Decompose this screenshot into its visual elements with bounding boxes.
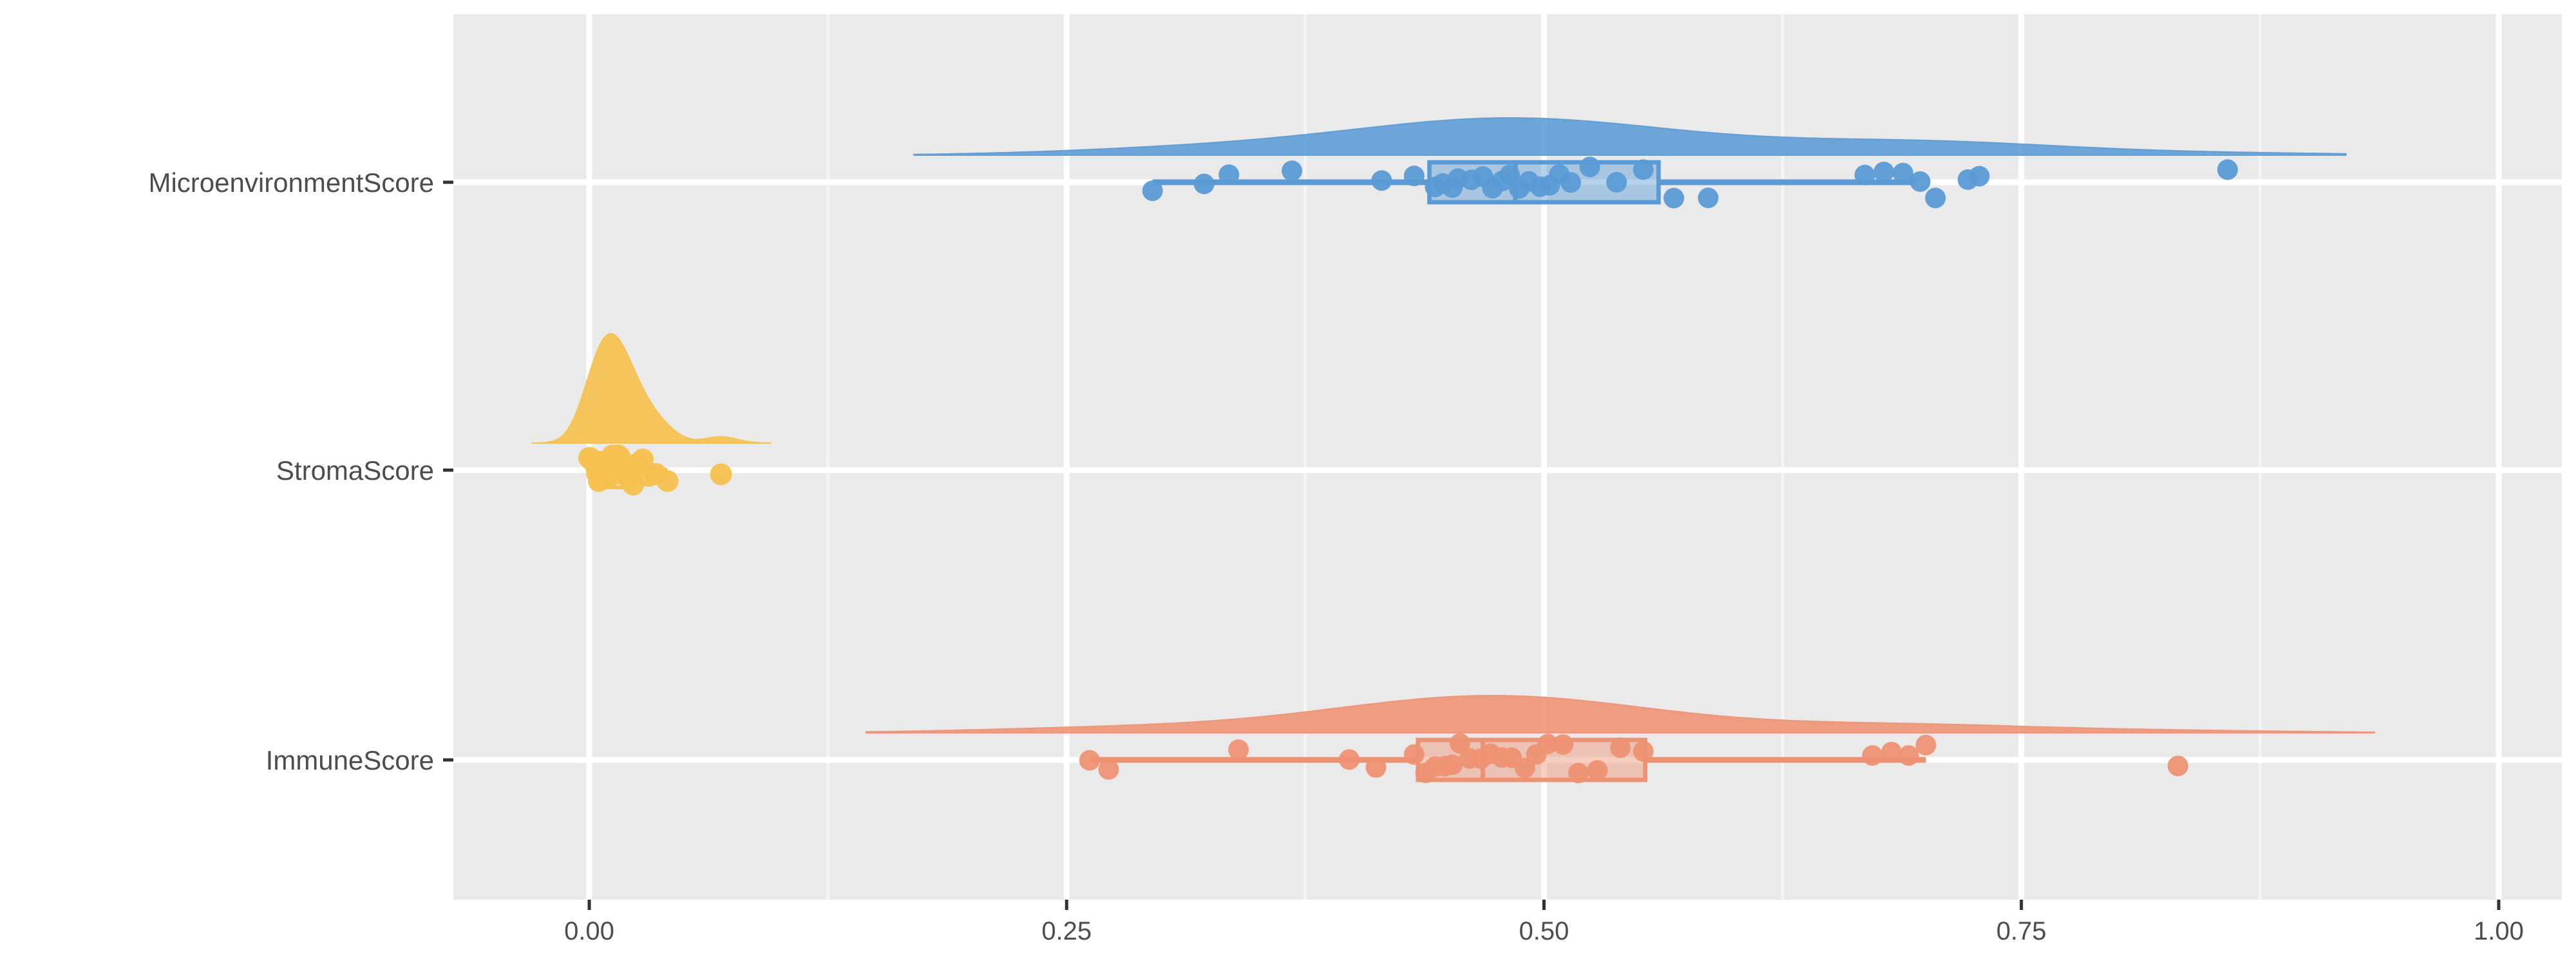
data-point xyxy=(1450,733,1471,754)
x-tick-label: 0.50 xyxy=(1519,917,1569,945)
x-axis-ticks xyxy=(587,900,2501,910)
data-point xyxy=(1587,760,1608,781)
data-point xyxy=(1925,187,1946,209)
data-point xyxy=(1442,754,1463,775)
data-point xyxy=(1862,745,1883,766)
data-point xyxy=(1915,734,1937,755)
data-point xyxy=(1403,166,1425,187)
data-point xyxy=(1098,759,1119,780)
x-tick-label: 0.25 xyxy=(1041,917,1092,945)
data-point xyxy=(1663,187,1685,209)
data-point xyxy=(1892,162,1913,184)
data-point xyxy=(1698,187,1719,209)
data-point xyxy=(1909,171,1931,192)
data-point xyxy=(2167,755,2188,777)
data-point xyxy=(1537,734,1558,755)
data-point xyxy=(710,463,732,486)
density-cloud xyxy=(913,117,2347,156)
data-point xyxy=(1553,734,1574,755)
series-layer xyxy=(531,117,2376,784)
y-tick-label-immunescore: ImmuneScore xyxy=(266,745,434,775)
data-point xyxy=(1228,739,1249,761)
data-point xyxy=(1567,762,1589,784)
data-point xyxy=(1610,737,1631,759)
y-axis-ticks xyxy=(443,180,453,762)
data-point xyxy=(656,469,679,492)
data-point xyxy=(2217,159,2238,180)
data-point xyxy=(1339,749,1360,770)
data-point xyxy=(1365,757,1387,778)
data-point xyxy=(1633,159,1654,180)
data-point xyxy=(1403,744,1425,765)
data-point xyxy=(1881,741,1902,762)
x-tick-label: 1.00 xyxy=(2474,917,2524,945)
data-point xyxy=(1142,180,1163,202)
data-point xyxy=(1193,173,1215,194)
data-point xyxy=(1371,170,1392,191)
y-tick-label-microenvironmentscore: MicroenvironmentScore xyxy=(148,167,434,198)
x-axis-tick-labels: 0.00 0.25 0.50 0.75 1.00 xyxy=(564,917,2524,945)
data-point xyxy=(1282,160,1303,182)
data-point xyxy=(1514,757,1535,779)
data-point xyxy=(1579,156,1600,178)
x-tick-label: 0.00 xyxy=(564,917,614,945)
data-point xyxy=(1873,161,1895,182)
data-point xyxy=(1560,172,1582,193)
gridlines-minor xyxy=(826,14,2262,900)
data-point xyxy=(1606,172,1627,193)
density-cloud xyxy=(865,694,2376,734)
series-microenvironmentscore xyxy=(913,117,2347,209)
data-point xyxy=(1079,750,1100,771)
data-point xyxy=(1218,164,1240,185)
data-point xyxy=(1898,745,1919,766)
data-point xyxy=(1633,741,1654,762)
x-tick-label: 0.75 xyxy=(1996,917,2047,945)
y-tick-label-stromascore: StromaScore xyxy=(276,455,434,486)
y-axis-tick-labels: MicroenvironmentScore StromaScore ImmuneSc… xyxy=(148,167,434,775)
data-point xyxy=(1969,166,1990,187)
series-immunescore xyxy=(865,694,2376,784)
density-cloud xyxy=(531,332,772,444)
data-point xyxy=(1854,164,1875,185)
series-stromascore xyxy=(531,332,772,496)
